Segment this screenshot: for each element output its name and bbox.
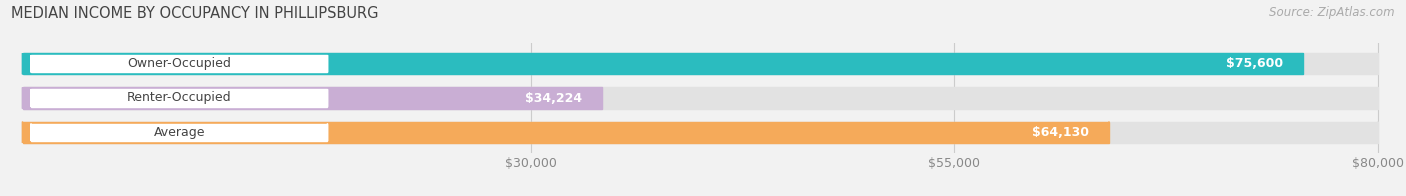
Bar: [22, 122, 1378, 143]
Text: $64,130: $64,130: [1032, 126, 1088, 139]
Bar: [22, 53, 1378, 74]
Text: Source: ZipAtlas.com: Source: ZipAtlas.com: [1270, 6, 1395, 19]
Bar: [31, 124, 328, 141]
Text: Renter-Occupied: Renter-Occupied: [127, 92, 232, 104]
Bar: [22, 53, 1303, 74]
Text: $34,224: $34,224: [524, 92, 582, 104]
Bar: [22, 122, 1109, 143]
Text: $75,600: $75,600: [1226, 57, 1282, 70]
Text: MEDIAN INCOME BY OCCUPANCY IN PHILLIPSBURG: MEDIAN INCOME BY OCCUPANCY IN PHILLIPSBU…: [11, 6, 378, 21]
Bar: [31, 55, 328, 72]
Bar: [31, 89, 328, 107]
Text: Owner-Occupied: Owner-Occupied: [128, 57, 231, 70]
Bar: [22, 87, 602, 109]
Bar: [22, 87, 1378, 109]
Text: Average: Average: [153, 126, 205, 139]
